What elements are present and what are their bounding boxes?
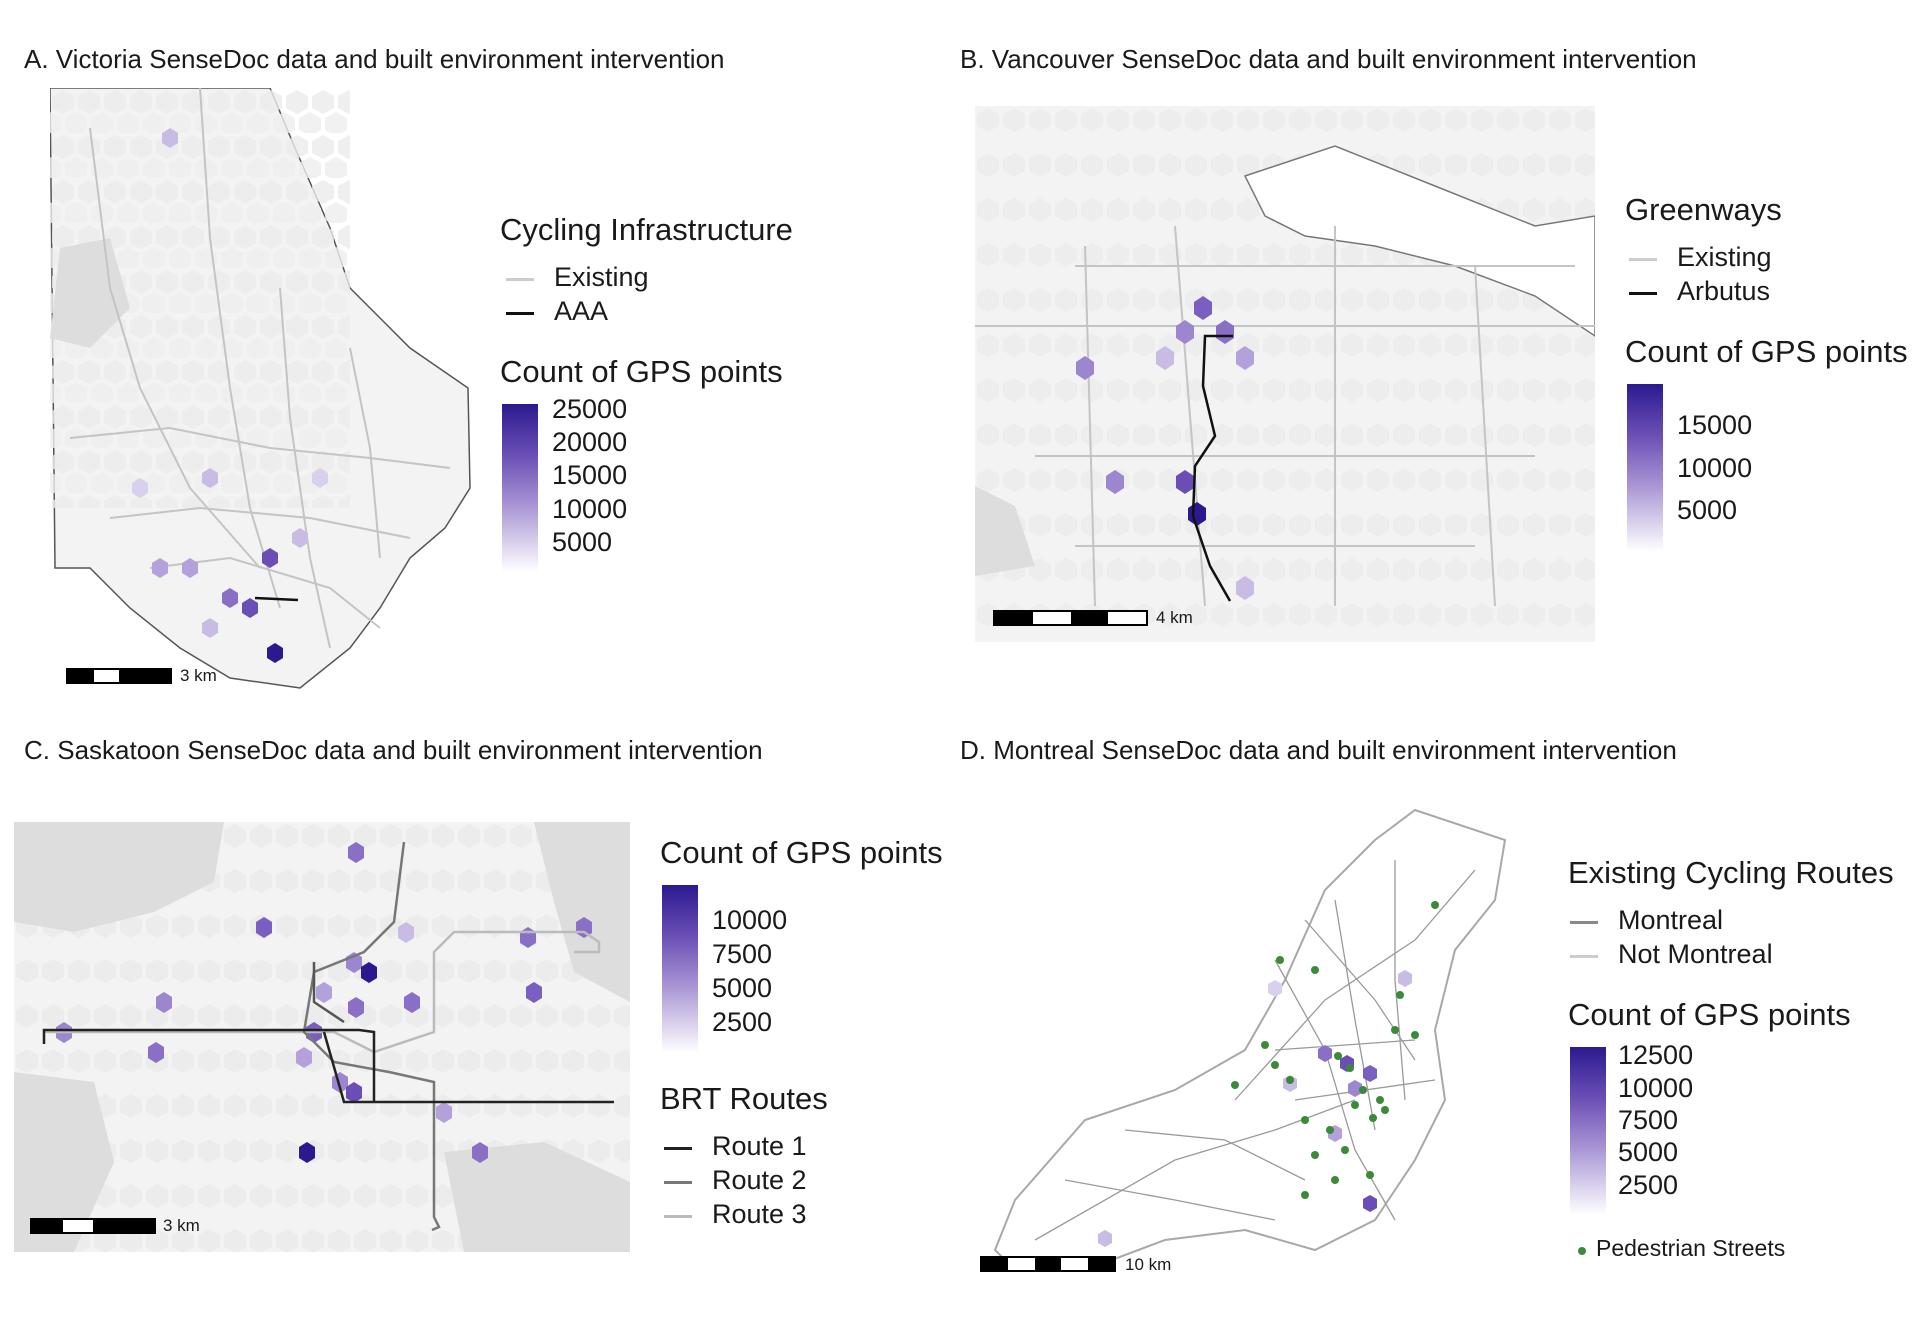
count-tick: 2500 <box>712 1007 773 1037</box>
count-tick: 10000 <box>552 494 628 524</box>
legend-label: Route 3 <box>712 1199 807 1229</box>
legend-swatch <box>506 278 534 281</box>
legend-label: AAA <box>554 296 609 326</box>
saskatoon-scale-bar <box>30 1218 156 1234</box>
montreal-cycling-routes <box>1034 860 1476 1241</box>
legend-infra-title: Existing Cycling Routes <box>1568 855 1894 890</box>
legend-count-title: Count of GPS points <box>500 354 783 389</box>
legend-swatch <box>1570 921 1598 924</box>
count-tick: 5000 <box>1618 1137 1679 1167</box>
saskatoon-route-1 <box>42 1028 614 1104</box>
montreal-scale-label: 10 km <box>1125 1255 1172 1274</box>
montreal-map <box>993 808 1507 1271</box>
montreal-pedestrian-streets <box>1231 901 1439 1199</box>
legend-label: Arbutus <box>1677 276 1771 306</box>
panel-a-title: A. Victoria SenseDoc data and built envi… <box>24 44 725 74</box>
vancouver-map <box>975 106 1595 642</box>
vancouver-greenways-existing <box>975 225 1595 607</box>
saskatoon-route-3 <box>44 930 601 1054</box>
legend-swatch <box>1629 258 1657 261</box>
panel-c-title: C. Saskatoon SenseDoc data and built env… <box>24 735 763 765</box>
victoria-gps-hexes <box>132 128 328 663</box>
count-tick: 7500 <box>1618 1105 1679 1135</box>
count-tick: 25000 <box>552 394 628 424</box>
montreal-gps-hexes <box>1098 970 1412 1247</box>
count-tick: 10000 <box>712 905 788 935</box>
legend-count-title: Count of GPS points <box>660 835 943 870</box>
count-tick: 10000 <box>1618 1073 1694 1103</box>
vancouver-gps-hexes <box>1076 296 1254 600</box>
victoria-map <box>50 88 471 689</box>
montreal-scale-bar <box>980 1256 1116 1272</box>
legend-label: Route 2 <box>712 1165 807 1195</box>
count-tick: 15000 <box>1677 410 1753 440</box>
legend-label: Existing <box>1677 242 1772 272</box>
legend-label: Not Montreal <box>1618 939 1773 969</box>
count-gradient <box>1627 384 1663 552</box>
vancouver-scale-bar <box>993 610 1148 626</box>
legend-label: Montreal <box>1618 905 1724 935</box>
legend-infra-title: BRT Routes <box>660 1081 828 1116</box>
legend-swatch <box>664 1215 692 1218</box>
legend-count-title: Count of GPS points <box>1568 997 1851 1032</box>
panel-b-title: B. Vancouver SenseDoc data and built env… <box>960 44 1697 74</box>
victoria-scale-label: 3 km <box>180 666 217 685</box>
saskatoon-map <box>14 822 630 1252</box>
count-tick: 5000 <box>1677 495 1738 525</box>
pedestrian-dot-icon <box>1578 1247 1586 1255</box>
saskatoon-scale-label: 3 km <box>163 1216 200 1235</box>
victoria-aaa-route <box>254 596 299 602</box>
legend-swatch <box>1629 292 1657 295</box>
legend-label: Pedestrian Streets <box>1596 1235 1786 1261</box>
vancouver-arbutus-route <box>1191 334 1233 602</box>
count-tick: 12500 <box>1618 1040 1694 1070</box>
legend-label: Existing <box>554 262 649 292</box>
count-gradient <box>662 885 698 1053</box>
legend-swatch <box>664 1181 692 1184</box>
victoria-scale-bar <box>66 668 172 684</box>
count-tick: 15000 <box>552 460 628 490</box>
count-tick: 5000 <box>552 527 613 557</box>
count-gradient <box>1570 1047 1606 1215</box>
legend-label: Route 1 <box>712 1131 807 1161</box>
legend-infra-title: Cycling Infrastructure <box>500 212 793 247</box>
count-tick: 7500 <box>712 939 773 969</box>
legend-infra-title: Greenways <box>1625 192 1782 227</box>
legend-swatch <box>664 1147 692 1150</box>
victoria-cycling-existing <box>69 88 451 649</box>
panel-d-title: D. Montreal SenseDoc data and built envi… <box>960 735 1677 765</box>
montreal-island-outline <box>993 808 1507 1271</box>
legend-count-title: Count of GPS points <box>1625 334 1908 369</box>
legend-swatch <box>1570 955 1598 958</box>
legend-swatch <box>506 312 534 315</box>
vancouver-scale-label: 4 km <box>1156 608 1193 627</box>
saskatoon-route-2 <box>302 841 441 1232</box>
count-tick: 10000 <box>1677 453 1753 483</box>
count-tick: 20000 <box>552 427 628 457</box>
count-tick: 2500 <box>1618 1170 1679 1200</box>
vancouver-water <box>1243 145 1595 337</box>
count-tick: 5000 <box>712 973 773 1003</box>
count-gradient <box>502 404 538 572</box>
